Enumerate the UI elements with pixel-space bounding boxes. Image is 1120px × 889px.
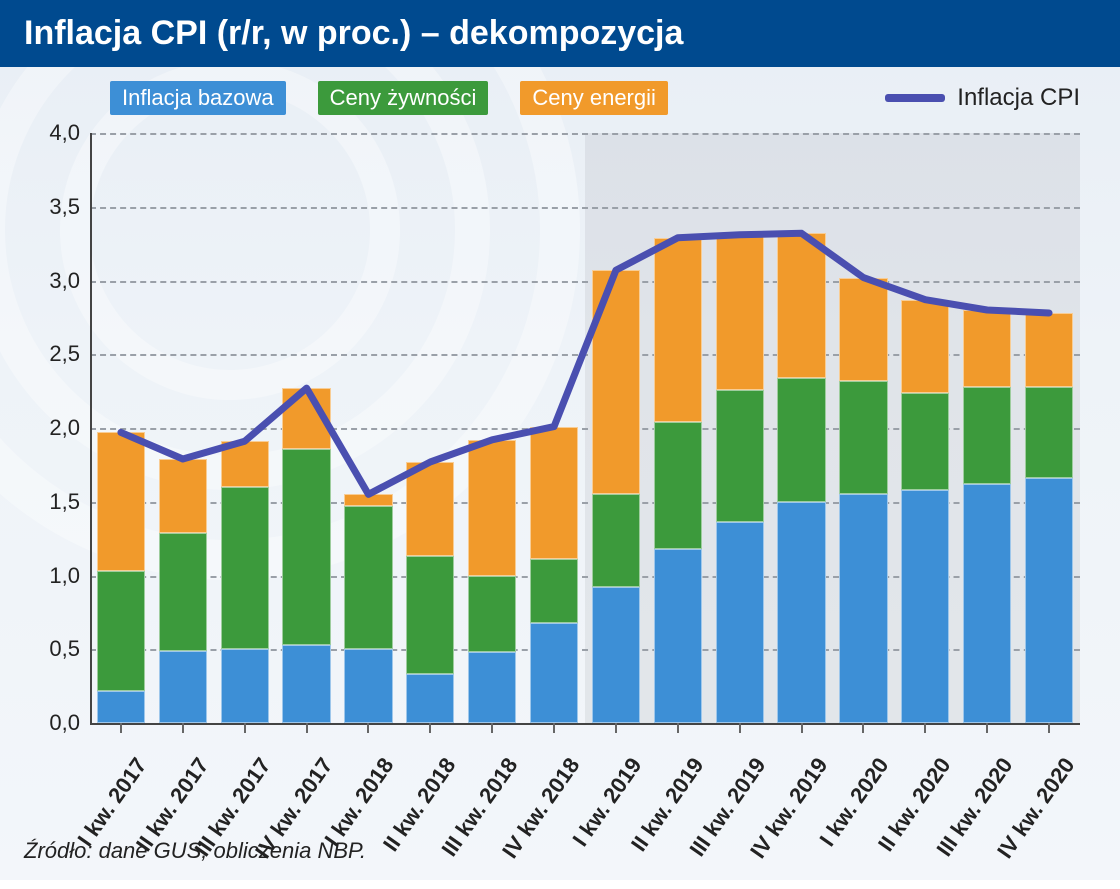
- x-axis-labels: I kw. 2017II kw. 2017III kw. 2017IV kw. …: [90, 729, 1080, 889]
- plot-area: 0,00,51,01,52,02,53,03,54,0 I kw. 2017II…: [30, 133, 1090, 753]
- legend-label-food: Ceny żywności: [330, 85, 477, 111]
- y-tick-label: 0,0: [40, 710, 80, 736]
- legend-line-swatch: [885, 94, 945, 102]
- x-axis: [90, 723, 1080, 725]
- chart-title: Inflacja CPI (r/r, w proc.) – dekompozyc…: [0, 0, 1120, 67]
- y-tick-label: 3,5: [40, 194, 80, 220]
- y-tick-label: 2,5: [40, 341, 80, 367]
- chart-source: Źródło: dane GUS, obliczenia NBP.: [24, 838, 366, 864]
- y-tick-label: 2,0: [40, 415, 80, 441]
- legend-item-food: Ceny żywności: [318, 81, 489, 115]
- chart-source-text: Źródło: dane GUS, obliczenia NBP.: [24, 838, 366, 863]
- y-tick-label: 0,5: [40, 636, 80, 662]
- y-tick-label: 4,0: [40, 120, 80, 146]
- y-tick-label: 1,0: [40, 563, 80, 589]
- y-tick-label: 1,5: [40, 489, 80, 515]
- legend-label-core: Inflacja bazowa: [122, 85, 274, 111]
- legend-item-energy: Ceny energii: [520, 81, 668, 115]
- legend-item-core: Inflacja bazowa: [110, 81, 286, 115]
- legend: Inflacja bazowa Ceny żywności Ceny energ…: [0, 67, 1120, 123]
- chart-title-text: Inflacja CPI (r/r, w proc.) – dekompozyc…: [24, 14, 683, 52]
- plot: 0,00,51,01,52,02,53,03,54,0: [90, 133, 1080, 723]
- legend-label-energy: Ceny energii: [532, 85, 656, 111]
- y-tick-label: 3,0: [40, 268, 80, 294]
- cpi-line: [90, 133, 1080, 723]
- legend-label-line: Inflacja CPI: [957, 84, 1080, 112]
- legend-item-line: Inflacja CPI: [885, 84, 1080, 112]
